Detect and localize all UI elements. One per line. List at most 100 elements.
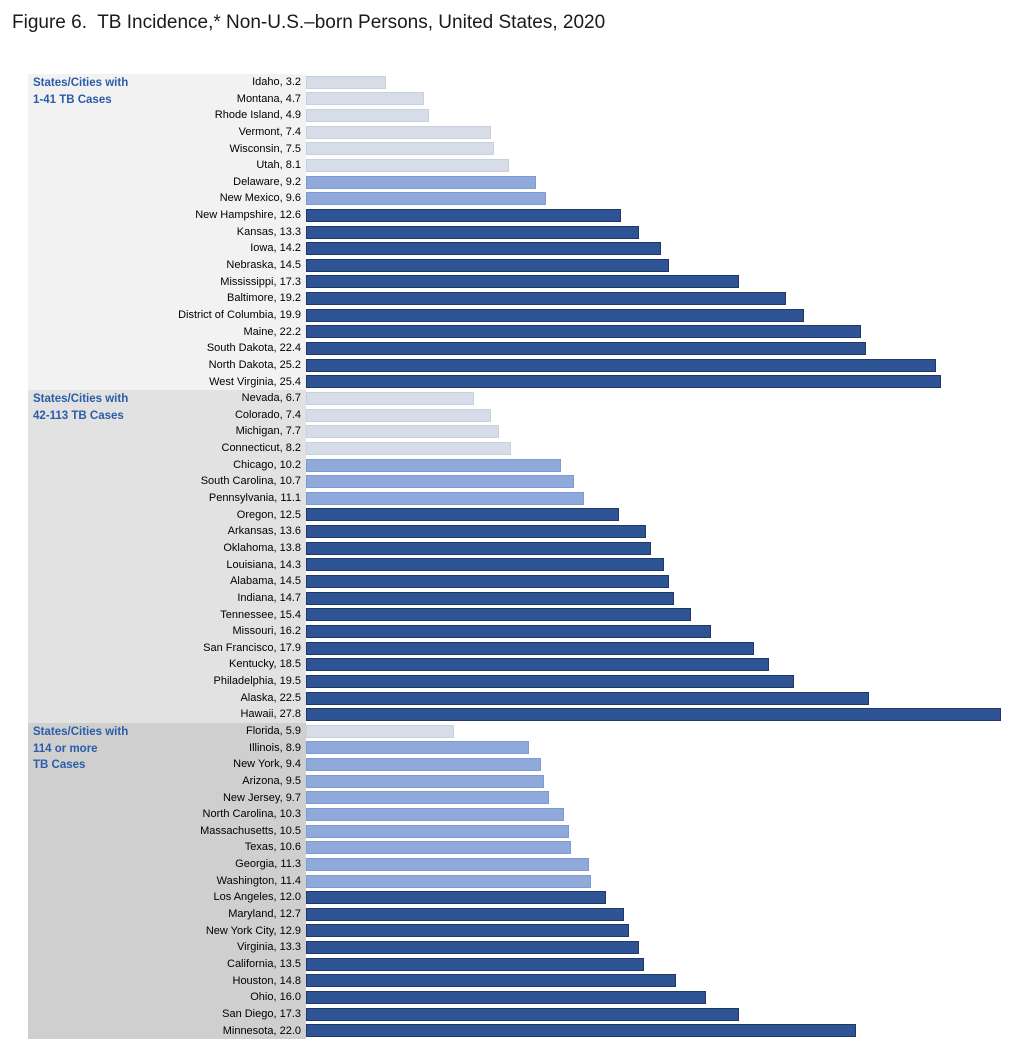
bar-track — [306, 507, 1008, 524]
bar-label: Alaska, 22.5 — [28, 689, 306, 707]
bar-row: Idaho, 3.2 — [28, 74, 1008, 91]
bar-label: Georgia, 11.3 — [28, 856, 306, 873]
bar — [306, 92, 424, 106]
bar-label: South Carolina, 10.7 — [28, 473, 306, 491]
bar-row: Arkansas, 13.6 — [28, 523, 1008, 540]
bar — [306, 75, 386, 89]
chart-group-1: States/Cities with 1-41 TB Cases Idaho, 3.… — [28, 74, 1008, 391]
bar — [306, 691, 869, 705]
bar-label: Rhode Island, 4.9 — [28, 107, 306, 124]
bar-label: Iowa, 14.2 — [28, 240, 306, 258]
bar-track — [306, 274, 1008, 291]
bar-track — [306, 806, 1008, 823]
bar-row: Tennessee, 15.4 — [28, 606, 1008, 624]
bar-label: Mississippi, 17.3 — [28, 273, 306, 291]
bar-track — [306, 374, 1008, 391]
bar — [306, 924, 629, 938]
bar-label: District of Columbia, 19.9 — [28, 306, 306, 324]
bar-row: Oregon, 12.5 — [28, 506, 1008, 524]
bar-label: West Virginia, 25.4 — [28, 373, 306, 391]
bar-row: Vermont, 7.4 — [28, 123, 1008, 141]
bar — [306, 342, 866, 356]
bar — [306, 957, 644, 971]
tb-incidence-bar-chart: States/Cities with 1-41 TB Cases Idaho, 3.… — [28, 74, 1008, 1040]
bar — [306, 541, 651, 555]
bar-row: Los Angeles, 12.0 — [28, 889, 1008, 907]
bar-label: Nevada, 6.7 — [28, 390, 306, 407]
bar — [306, 109, 429, 123]
bar — [306, 142, 494, 156]
bar — [306, 991, 706, 1005]
bar-label: California, 13.5 — [28, 955, 306, 973]
bar-track — [306, 257, 1008, 274]
bar-label: Illinois, 8.9 — [28, 739, 306, 757]
bar — [306, 824, 569, 838]
bar-row: Wisconsin, 7.5 — [28, 140, 1008, 158]
bar — [306, 242, 661, 256]
bar-row: Indiana, 14.7 — [28, 589, 1008, 607]
bar-track — [306, 590, 1008, 607]
bar-track — [306, 623, 1008, 640]
bar-track — [306, 756, 1008, 773]
bar-label: San Diego, 17.3 — [28, 1005, 306, 1023]
group-header-line: 42-113 TB Cases — [33, 409, 124, 422]
bar-track — [306, 290, 1008, 307]
bar-track — [306, 656, 1008, 673]
bar-track — [306, 357, 1008, 374]
bar — [306, 941, 639, 955]
chart-group-2: States/Cities with 42-113 TB Cases Nevada,… — [28, 390, 1008, 723]
bar-track — [306, 640, 1008, 657]
bar-track — [306, 124, 1008, 141]
bar-track — [306, 706, 1008, 723]
bar — [306, 591, 674, 605]
bar-track — [306, 839, 1008, 856]
bar-row: Nebraska, 14.5 — [28, 257, 1008, 274]
bar-track — [306, 440, 1008, 457]
bar — [306, 575, 669, 589]
bar-label: North Dakota, 25.2 — [28, 356, 306, 374]
bar-label: South Dakota, 22.4 — [28, 340, 306, 357]
bar-label: Idaho, 3.2 — [28, 74, 306, 91]
bar-label: Arizona, 9.5 — [28, 772, 306, 790]
bar-track — [306, 324, 1008, 341]
bar-track — [306, 823, 1008, 840]
bar-label: Delaware, 9.2 — [28, 173, 306, 191]
bar-track — [306, 956, 1008, 973]
bar-track — [306, 573, 1008, 590]
bar — [306, 807, 564, 821]
bar-track — [306, 607, 1008, 624]
bar-row: Arizona, 9.5 — [28, 772, 1008, 790]
bar-label: Baltimore, 19.2 — [28, 290, 306, 307]
bar-track — [306, 790, 1008, 807]
bar-track — [306, 307, 1008, 324]
group-header: States/Cities with 1-41 TB Cases — [33, 75, 128, 108]
bar-row: Pennsylvania, 11.1 — [28, 490, 1008, 507]
bar-row: Maine, 22.2 — [28, 323, 1008, 341]
bar-label: Kentucky, 18.5 — [28, 656, 306, 674]
bar-row: Kansas, 13.3 — [28, 223, 1008, 241]
bar-track — [306, 240, 1008, 257]
group-header-line: 1-41 TB Cases — [33, 93, 112, 106]
bar — [306, 425, 499, 439]
bar-track — [306, 873, 1008, 890]
bar-label: Kansas, 13.3 — [28, 223, 306, 241]
bar-label: New York, 9.4 — [28, 756, 306, 773]
bar-row: Montana, 4.7 — [28, 90, 1008, 108]
bar — [306, 974, 676, 988]
bar-track — [306, 473, 1008, 490]
bar-label: New Hampshire, 12.6 — [28, 207, 306, 224]
bar — [306, 208, 621, 222]
bar-label: New Jersey, 9.7 — [28, 789, 306, 807]
bar-label: Massachusetts, 10.5 — [28, 822, 306, 840]
bar-row: Iowa, 14.2 — [28, 240, 1008, 258]
bar-row: Georgia, 11.3 — [28, 856, 1008, 873]
bar — [306, 758, 541, 772]
bar-label: Wisconsin, 7.5 — [28, 140, 306, 158]
bar-row: San Diego, 17.3 — [28, 1005, 1008, 1023]
bar-row: Michigan, 7.7 — [28, 423, 1008, 441]
bar-row: Delaware, 9.2 — [28, 173, 1008, 191]
bar-row: South Dakota, 22.4 — [28, 340, 1008, 357]
bar — [306, 907, 624, 921]
bar-track — [306, 923, 1008, 940]
bar — [306, 674, 794, 688]
